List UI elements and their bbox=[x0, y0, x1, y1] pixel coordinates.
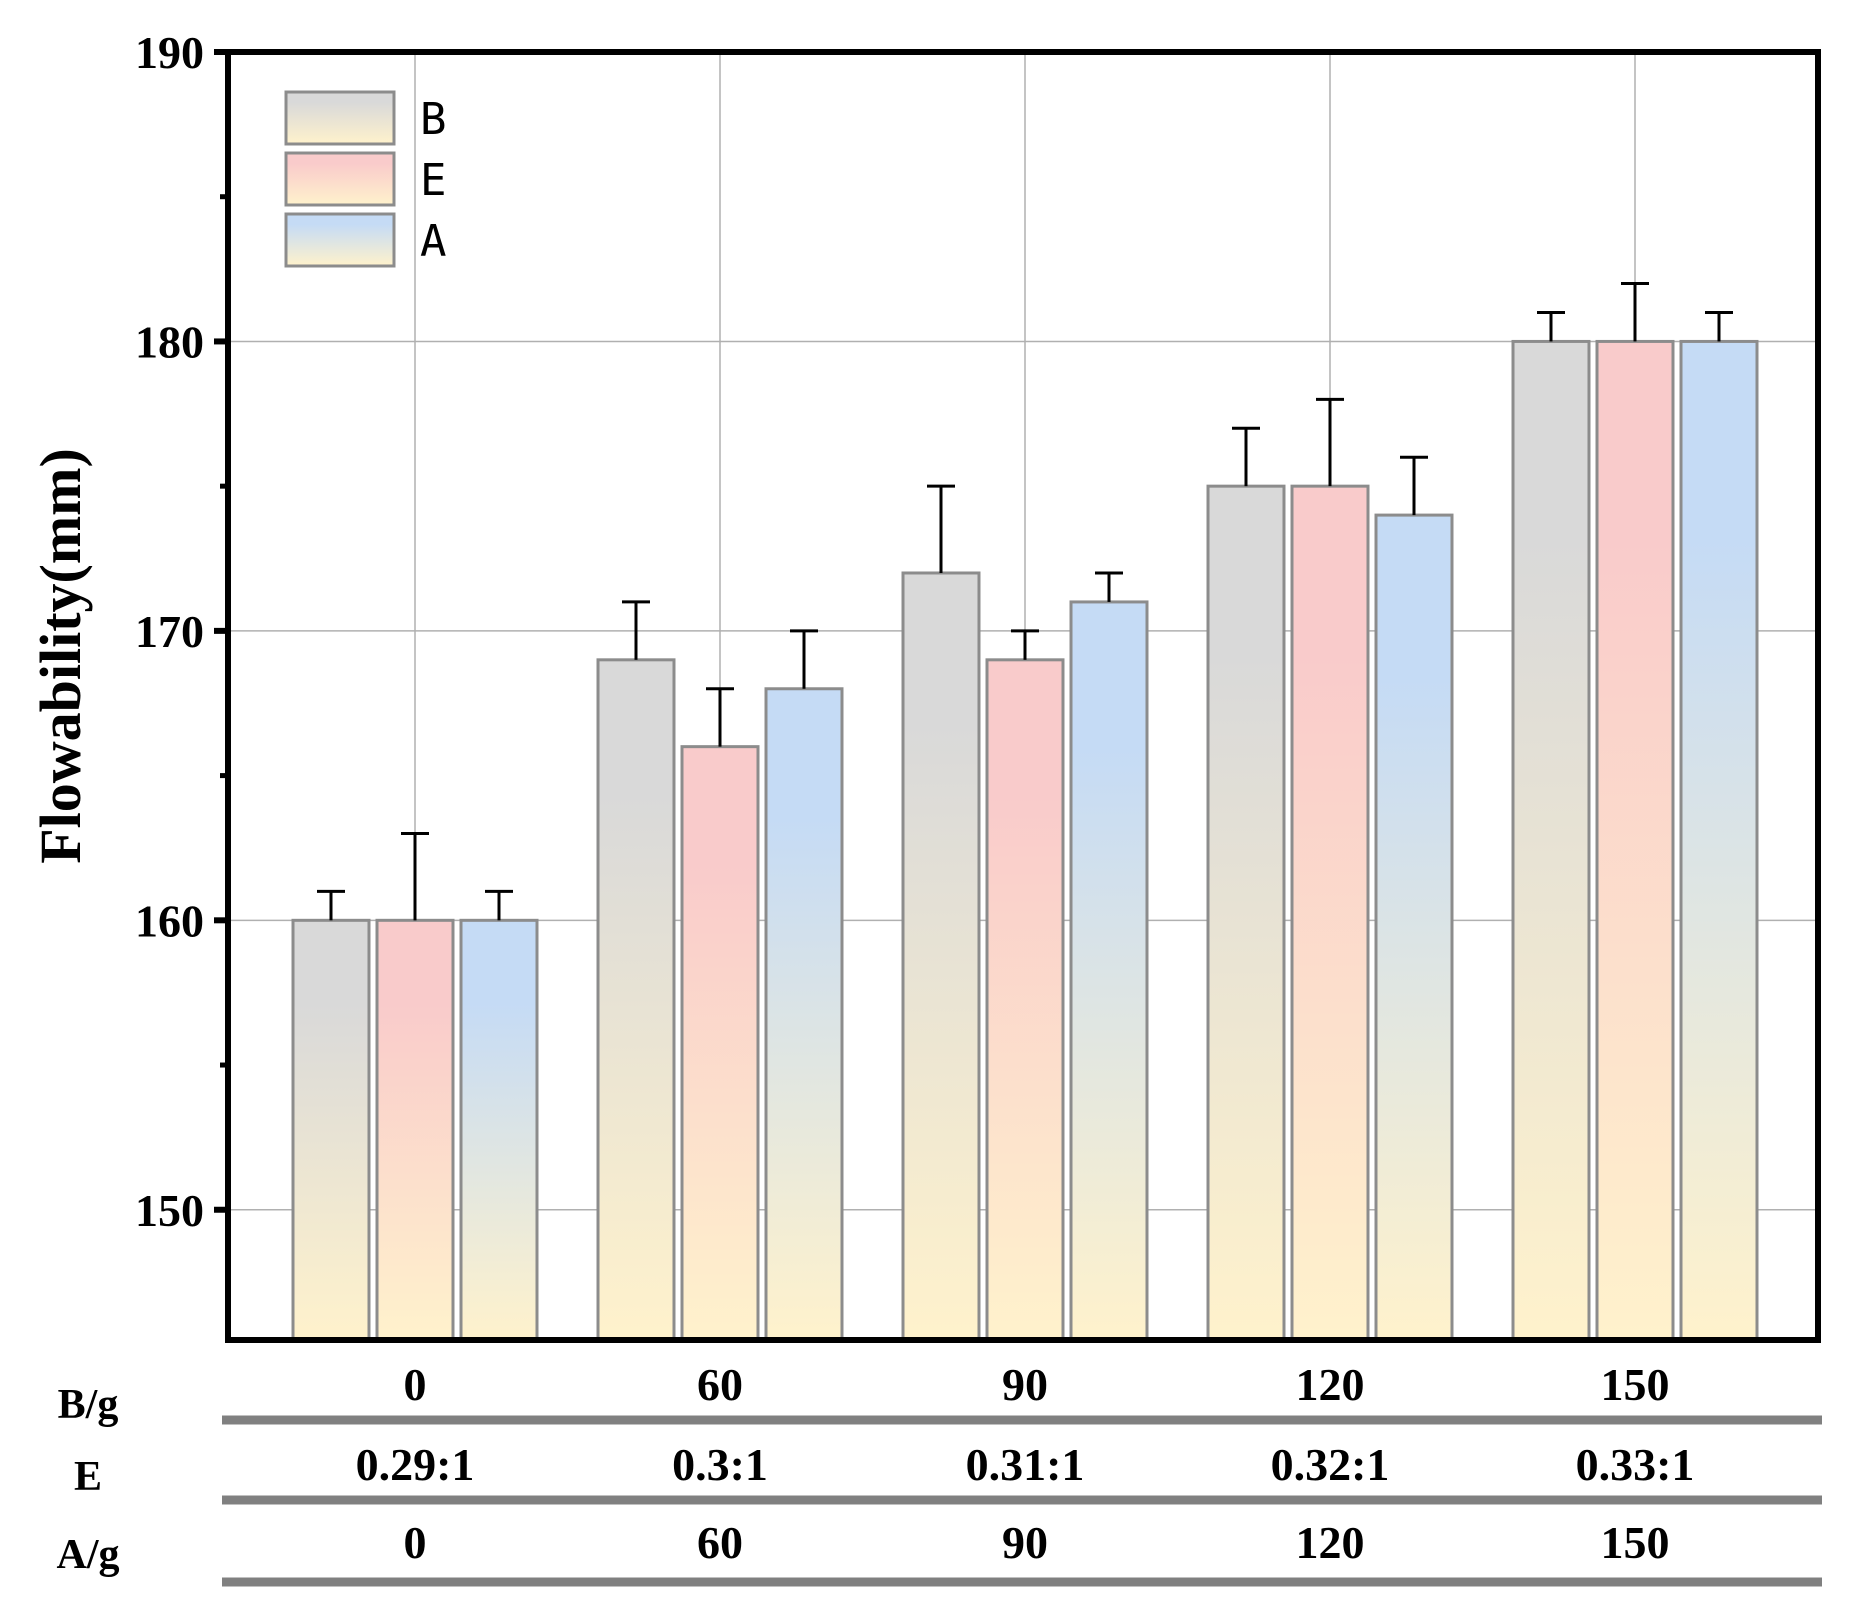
y-tick-label: 150 bbox=[135, 1185, 204, 1236]
table-cell: 0.31:1 bbox=[966, 1439, 1085, 1490]
table-cell: 120 bbox=[1296, 1517, 1365, 1568]
bar-E-150 bbox=[1595, 339, 1675, 1342]
y-tick-label: 180 bbox=[135, 316, 204, 367]
bars bbox=[291, 339, 1759, 1342]
bar-B-0 bbox=[291, 918, 371, 1342]
bar-E-60 bbox=[680, 745, 760, 1342]
table-row-label: E bbox=[74, 1454, 102, 1500]
legend-swatch-A bbox=[284, 212, 396, 268]
table-cell: 150 bbox=[1601, 1517, 1670, 1568]
legend-label-A: A bbox=[420, 216, 447, 267]
table-row-label: A/g bbox=[57, 1532, 120, 1578]
legend-label-B: B bbox=[420, 94, 447, 145]
y-axis: 150 160 170 180 190 bbox=[135, 27, 228, 1236]
bar-A-150 bbox=[1679, 339, 1759, 1342]
bar-B-60 bbox=[596, 658, 676, 1342]
table-cell: 0 bbox=[404, 1517, 427, 1568]
bar-B-90 bbox=[901, 571, 981, 1342]
y-tick-label: 190 bbox=[135, 27, 204, 78]
y-tick-label: 170 bbox=[135, 606, 204, 657]
table-cell: 0.29:1 bbox=[356, 1439, 475, 1490]
table-cell: 0.33:1 bbox=[1576, 1439, 1695, 1490]
x-category-table: B/g 0 60 90 120 150 E 0.29:1 0.3:1 0.31:1 0.32:1 0.… bbox=[57, 1359, 1822, 1587]
plot-frame bbox=[225, 49, 1821, 1343]
table-cell: 120 bbox=[1296, 1359, 1365, 1410]
y-tick-label: 160 bbox=[135, 895, 204, 946]
table-row-label: B/g bbox=[58, 1382, 119, 1428]
legend-swatch-B bbox=[284, 90, 396, 146]
bar-E-120 bbox=[1290, 484, 1370, 1342]
y-axis-label: Flowability(mm) bbox=[28, 448, 93, 864]
legend: BEA bbox=[284, 90, 447, 268]
bar-B-120 bbox=[1206, 484, 1286, 1342]
bar-B-150 bbox=[1511, 339, 1591, 1342]
legend-label-E: E bbox=[420, 155, 447, 206]
bar-A-120 bbox=[1374, 513, 1454, 1342]
table-cell: 60 bbox=[697, 1517, 743, 1568]
table-cell: 90 bbox=[1002, 1359, 1048, 1410]
bar-A-60 bbox=[764, 687, 844, 1342]
table-cell: 0.32:1 bbox=[1271, 1439, 1390, 1490]
bar-A-90 bbox=[1069, 600, 1149, 1342]
table-cell: 0.3:1 bbox=[672, 1439, 768, 1490]
table-cell: 150 bbox=[1601, 1359, 1670, 1410]
table-cell: 90 bbox=[1002, 1517, 1048, 1568]
legend-swatch-E bbox=[284, 151, 396, 207]
bar-E-90 bbox=[985, 658, 1065, 1342]
table-cell: 0 bbox=[404, 1359, 427, 1410]
bar-A-0 bbox=[459, 918, 539, 1342]
table-cell: 60 bbox=[697, 1359, 743, 1410]
bar-E-0 bbox=[375, 918, 455, 1342]
error-bars bbox=[317, 282, 1733, 921]
